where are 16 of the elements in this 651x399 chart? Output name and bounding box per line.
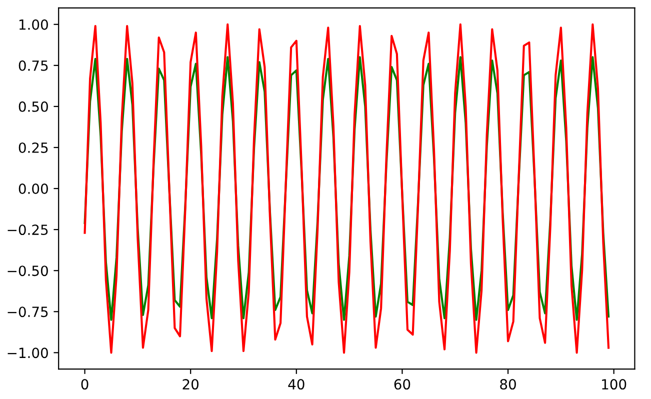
- y-tick-label: −0.25: [8, 224, 48, 236]
- x-tick-label: 20: [182, 379, 198, 390]
- x-tick-label: 60: [394, 379, 410, 390]
- y-tick-label: 0.75: [18, 60, 48, 71]
- x-tick-label: 0: [81, 379, 88, 390]
- y-tick-label: −0.50: [8, 266, 48, 276]
- x-tick-label: 40: [288, 379, 304, 390]
- y-tick-label: 0.00: [18, 183, 48, 194]
- x-tick-label: 80: [500, 379, 516, 390]
- line-series: [84, 23, 610, 354]
- x-tick-label: 100: [602, 379, 626, 390]
- y-tick-label: 0.50: [18, 101, 48, 112]
- y-tick-label: 1.00: [19, 19, 48, 30]
- y-tick-label: −0.75: [8, 306, 48, 318]
- y-tick-label: 0.25: [18, 142, 48, 153]
- y-tick-label: −1.00: [8, 348, 48, 358]
